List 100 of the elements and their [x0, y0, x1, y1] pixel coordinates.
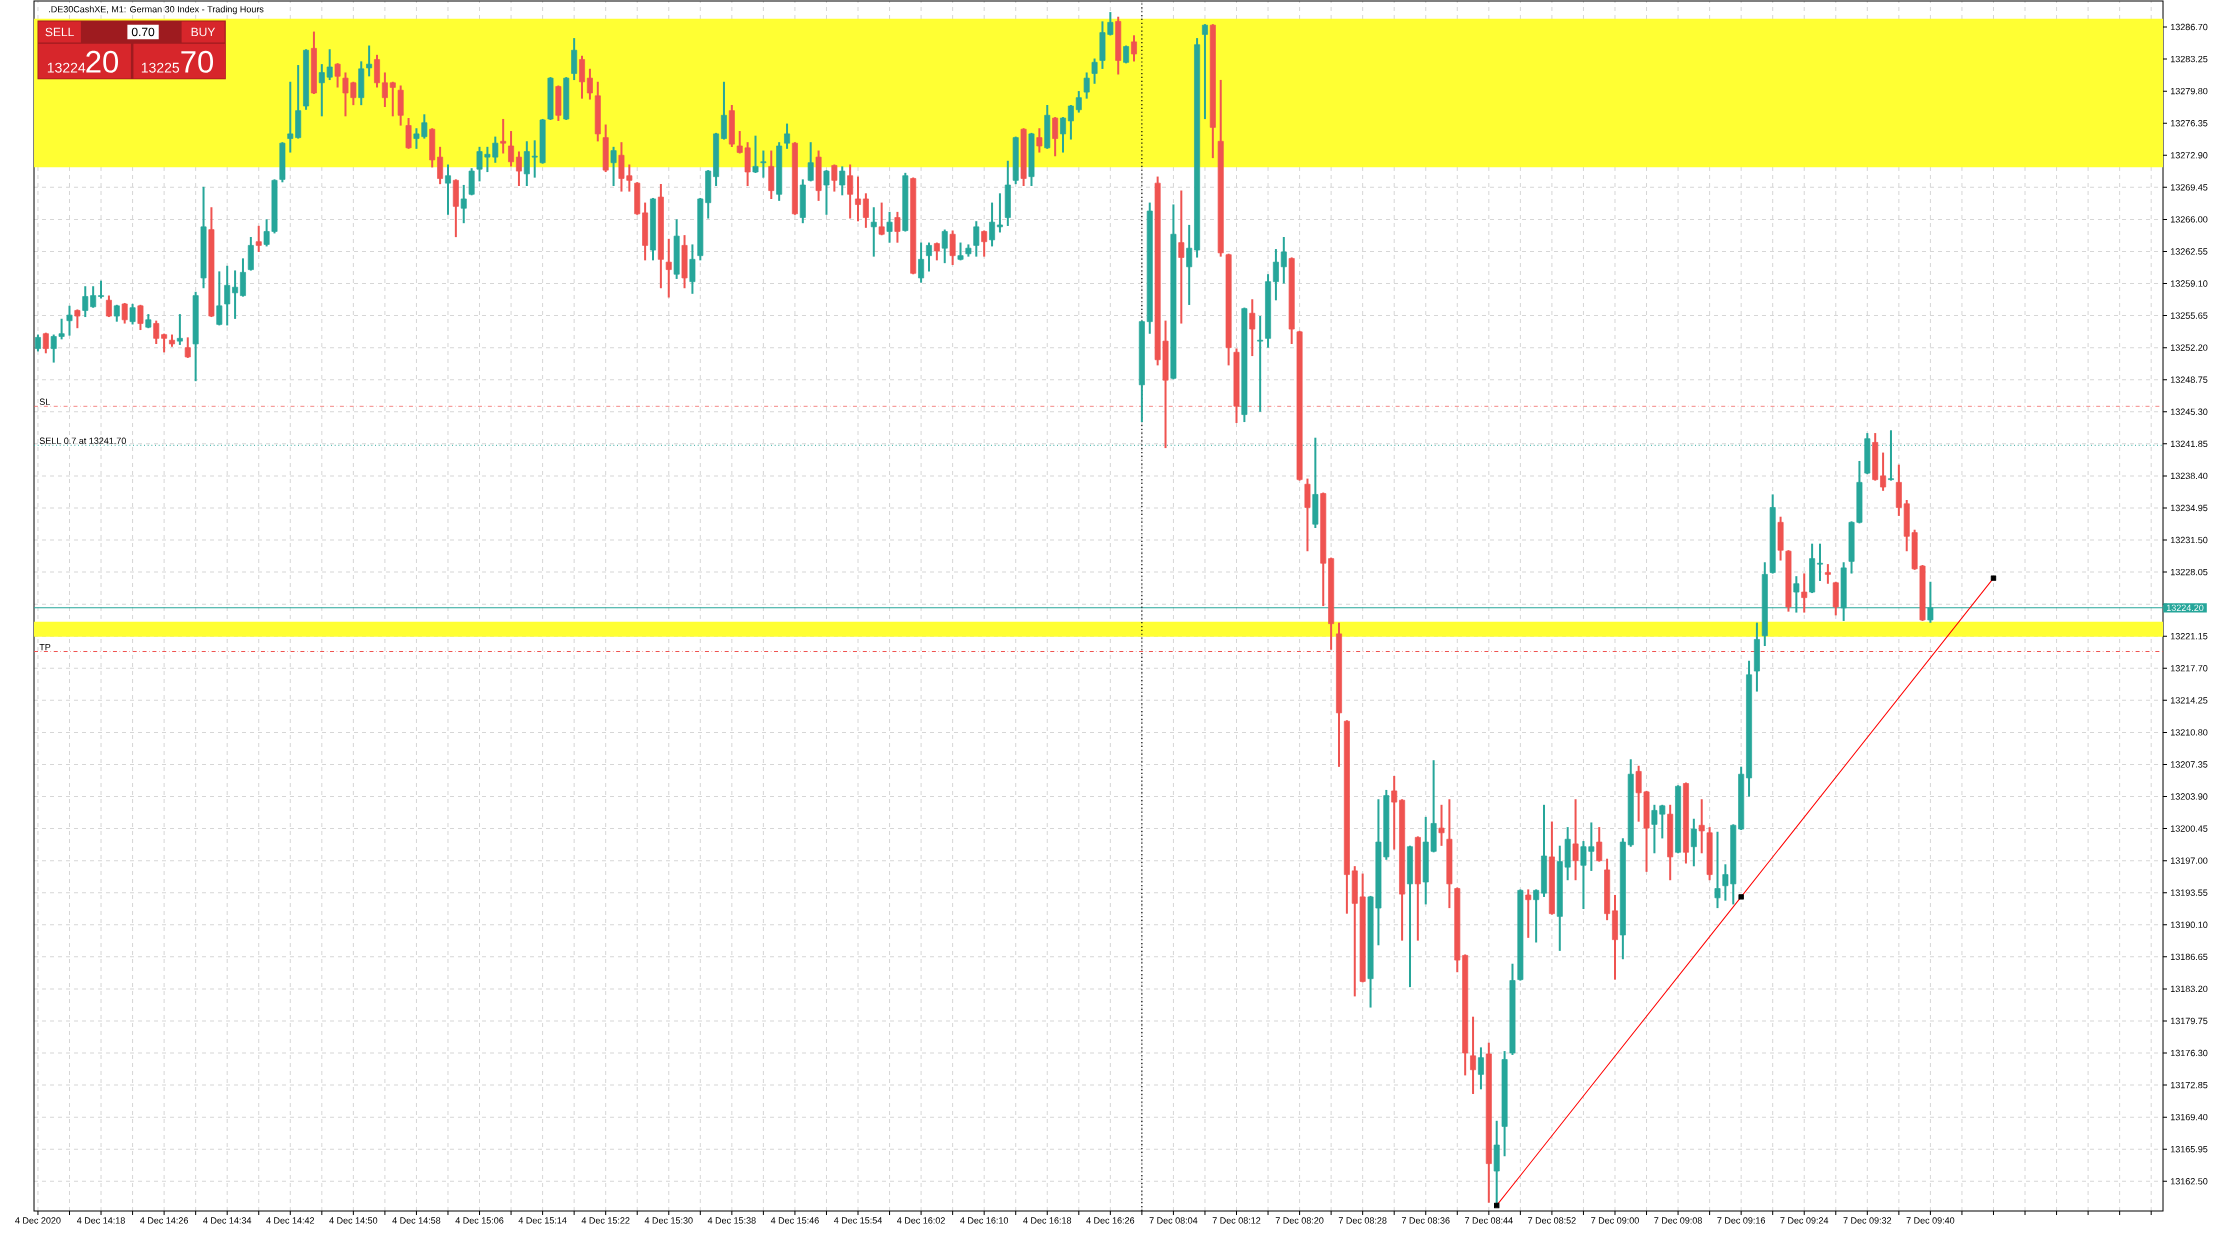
y-tick-label: 13234.95	[2170, 504, 2208, 512]
y-tick-label: 13203.90	[2170, 793, 2208, 800]
candlestick	[610, 146, 617, 186]
candlestick	[255, 225, 262, 252]
point	[1494, 1202, 1500, 1209]
candlestick	[1533, 889, 1540, 943]
candlestick	[1304, 478, 1311, 552]
candlestick	[752, 135, 759, 173]
candlestick	[1202, 24, 1208, 120]
point	[1738, 894, 1744, 900]
y-tick-label: 13190.10	[2170, 921, 2208, 928]
candlestick	[996, 193, 1003, 233]
x-tick-label: 4 Dec 14:18	[76, 1217, 125, 1224]
candlestick	[366, 45, 373, 77]
y-tick-label: 13165.95	[2170, 1146, 2208, 1153]
candlestick	[784, 123, 790, 149]
y-tick-label: 13279.80	[2170, 87, 2208, 95]
candlestick	[862, 193, 869, 228]
candlestick	[1714, 831, 1721, 909]
candlestick	[1801, 573, 1808, 613]
x-tick-label: 7 Dec 09:08	[1654, 1217, 1702, 1224]
x-tick-label: 4 Dec 14:42	[266, 1217, 315, 1224]
x-tick-label: 4 Dec 14:58	[392, 1217, 441, 1224]
candlestick	[989, 202, 996, 247]
x-tick-label: 4 Dec 16:18	[1023, 1217, 1072, 1224]
x-tick-label: 7 Dec 08:44	[1465, 1217, 1513, 1224]
x-tick-label: 7 Dec 08:20	[1275, 1217, 1324, 1224]
x-tick-label: 4 Dec 16:02	[897, 1217, 945, 1224]
y-tick-label: 13217.70	[2170, 665, 2208, 672]
x-tick-label: 4 Dec 2020	[15, 1217, 61, 1224]
candlestick	[66, 305, 73, 336]
annotation: 13224	[47, 62, 86, 73]
candlestick	[1596, 827, 1603, 862]
candlestick	[42, 332, 49, 354]
y-tick-label: 13179.75	[2170, 1017, 2208, 1025]
candlestick	[1438, 804, 1445, 846]
candlestick	[105, 295, 112, 318]
annotation: BUY	[191, 27, 216, 37]
y-tick-label: 13241.85	[2170, 440, 2208, 448]
candlestick	[137, 304, 144, 331]
x-tick-label: 7 Dec 09:32	[1843, 1217, 1892, 1224]
y-tick-label: 13186.65	[2170, 953, 2208, 961]
candlestick	[240, 258, 246, 297]
candlestick	[1131, 35, 1137, 62]
y-tick-label: 13172.85	[2170, 1081, 2208, 1089]
candlestick	[1060, 117, 1066, 153]
ref-line-label: SELL 0.7 at 13241.70	[39, 437, 126, 444]
candlestick	[445, 164, 451, 215]
candlestick	[823, 170, 830, 215]
annotation: 70	[181, 50, 214, 73]
candlestick	[1817, 543, 1823, 581]
chart-title: .DE30CashXE, M1: German 30 Index - Trading Hours	[49, 5, 264, 15]
point	[1990, 575, 1997, 581]
y-tick-label: 13197.00	[2170, 857, 2208, 864]
candlestick	[129, 303, 136, 325]
candlestick	[870, 207, 877, 257]
y-tick-label: 13286.70	[2170, 23, 2208, 31]
x-tick-label: 7 Dec 08:28	[1338, 1217, 1387, 1224]
candlestick	[232, 270, 239, 319]
candlestick	[468, 168, 475, 196]
candlestick	[579, 55, 585, 99]
y-tick-label: 13176.30	[2170, 1049, 2208, 1057]
x-tick-label: 4 Dec 15:22	[581, 1217, 630, 1224]
ref-line-label: SL	[39, 398, 50, 405]
candlestick	[665, 238, 672, 298]
candlestick	[500, 118, 507, 154]
ref-line-label: 13224.20	[2166, 604, 2204, 612]
candlestick	[807, 142, 814, 182]
x-tick-label: 7 Dec 09:24	[1780, 1217, 1829, 1224]
candlestick	[1186, 224, 1193, 305]
y-tick-label: 13169.40	[2170, 1113, 2208, 1121]
y-tick-label: 13210.80	[2170, 729, 2208, 736]
candlestick	[941, 229, 948, 264]
candlestick	[1178, 190, 1185, 324]
candlestick	[855, 176, 861, 222]
candlestick	[224, 265, 231, 326]
candlestick	[689, 244, 696, 294]
x-tick-label: 7 Dec 09:40	[1906, 1217, 1955, 1224]
candlestick	[334, 63, 341, 88]
candlestick	[1036, 128, 1043, 153]
candlestick	[973, 221, 980, 257]
candlestick	[586, 68, 593, 100]
candlestick	[886, 211, 893, 243]
x-tick-label: 7 Dec 08:52	[1528, 1217, 1576, 1224]
y-tick-label: 13252.20	[2170, 344, 2208, 351]
candlestick	[1880, 452, 1887, 491]
candlestick	[405, 118, 412, 149]
candlestick	[1690, 818, 1697, 867]
ref-line-label: TP	[39, 644, 51, 651]
candlestick	[831, 164, 838, 192]
candlestick	[437, 146, 444, 185]
x-tick-label: 7 Dec 08:36	[1401, 1217, 1450, 1224]
annotation: 13225	[141, 62, 180, 73]
y-tick-label: 13228.05	[2170, 568, 2208, 576]
candlestick	[1525, 889, 1532, 938]
candlestick	[839, 166, 846, 196]
x-tick-label: 4 Dec 14:34	[203, 1217, 252, 1224]
x-tick-label: 7 Dec 09:16	[1717, 1217, 1765, 1224]
y-tick-label: 13276.35	[2170, 120, 2208, 127]
x-tick-label: 4 Dec 15:38	[707, 1217, 756, 1224]
